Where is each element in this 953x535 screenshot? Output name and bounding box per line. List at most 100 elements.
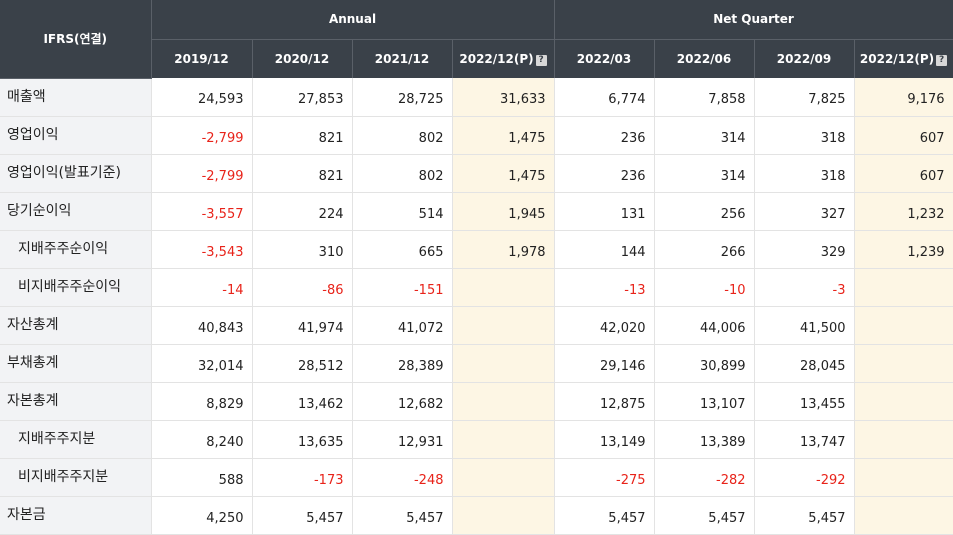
- row-label: 당기순이익: [0, 192, 152, 231]
- value-cell: 1,475: [452, 116, 555, 155]
- value-cell: 12,931: [352, 420, 453, 459]
- value-cell: 144: [554, 230, 655, 269]
- table-row: 자본금 4,250 5,457 5,457 5,457 5,457 5,457: [0, 496, 953, 535]
- value-cell: 802: [352, 154, 453, 193]
- table-row: 매출액 24,593 27,853 28,725 31,633 6,774 7,858 7,8…: [0, 78, 953, 117]
- value-cell: 310: [252, 230, 353, 269]
- value-cell: 665: [352, 230, 453, 269]
- value-cell: -151: [352, 268, 453, 307]
- estimate-info-icon[interactable]: ?: [936, 54, 948, 66]
- period-header: 2022/12(P)?: [452, 39, 555, 78]
- value-cell: 44,006: [654, 306, 755, 345]
- period-header: 2022/12(P)?: [854, 39, 953, 78]
- value-cell: 314: [654, 154, 755, 193]
- value-cell: 32,014: [151, 344, 253, 383]
- value-cell: 7,858: [654, 78, 755, 117]
- value-cell: 29,146: [554, 344, 655, 383]
- value-cell: -86: [252, 268, 353, 307]
- value-cell: 4,250: [151, 496, 253, 535]
- value-cell: -292: [754, 458, 855, 497]
- value-cell: [854, 420, 953, 459]
- value-cell: 588: [151, 458, 253, 497]
- value-cell: 28,512: [252, 344, 353, 383]
- table-header: IFRS(연결) Annual Net Quarter 2019/12 2020…: [0, 0, 953, 79]
- value-cell: 1,978: [452, 230, 555, 269]
- period-header: 2022/09: [754, 39, 855, 78]
- value-cell: 12,875: [554, 382, 655, 421]
- value-cell: 5,457: [754, 496, 855, 535]
- value-cell: -248: [352, 458, 453, 497]
- value-cell: 30,899: [654, 344, 755, 383]
- value-cell: 13,389: [654, 420, 755, 459]
- value-cell: 318: [754, 154, 855, 193]
- value-cell: 224: [252, 192, 353, 231]
- value-cell: 1,239: [854, 230, 953, 269]
- table-row: 당기순이익 -3,557 224 514 1,945 131 256 327 1,232: [0, 192, 953, 231]
- value-cell: 318: [754, 116, 855, 155]
- value-cell: 13,462: [252, 382, 353, 421]
- value-cell: 27,853: [252, 78, 353, 117]
- period-header: 2022/06: [654, 39, 755, 78]
- table-row: 영업이익(발표기준) -2,799 821 802 1,475 236 314 318 607: [0, 154, 953, 193]
- value-cell: [452, 268, 555, 307]
- value-cell: 5,457: [252, 496, 353, 535]
- header-net-quarter: Net Quarter: [554, 0, 953, 40]
- value-cell: 802: [352, 116, 453, 155]
- value-cell: 514: [352, 192, 453, 231]
- value-cell: -13: [554, 268, 655, 307]
- value-cell: 607: [854, 154, 953, 193]
- row-label: 영업이익(발표기준): [0, 154, 152, 193]
- row-label: 부채총계: [0, 344, 152, 383]
- value-cell: 13,455: [754, 382, 855, 421]
- value-cell: [854, 306, 953, 345]
- table-row: 자본총계 8,829 13,462 12,682 12,875 13,107 13,455: [0, 382, 953, 421]
- value-cell: 5,457: [352, 496, 453, 535]
- value-cell: -10: [654, 268, 755, 307]
- period-header: 2021/12: [352, 39, 453, 78]
- value-cell: 28,725: [352, 78, 453, 117]
- row-label: 비지배주주지분: [0, 458, 152, 497]
- value-cell: [452, 382, 555, 421]
- table-row: 비지배주주지분 588 -173 -248 -275 -282 -292: [0, 458, 953, 497]
- value-cell: [854, 344, 953, 383]
- estimate-info-icon[interactable]: ?: [535, 54, 547, 66]
- value-cell: 24,593: [151, 78, 253, 117]
- value-cell: -2,799: [151, 154, 253, 193]
- header-annual: Annual: [151, 0, 555, 40]
- value-cell: 28,045: [754, 344, 855, 383]
- value-cell: 9,176: [854, 78, 953, 117]
- row-label: 지배주주순이익: [0, 230, 152, 269]
- period-header: 2022/03: [554, 39, 655, 78]
- table-body: 매출액 24,593 27,853 28,725 31,633 6,774 7,858 7,8…: [0, 78, 953, 535]
- value-cell: [854, 496, 953, 535]
- value-cell: -14: [151, 268, 253, 307]
- table-row: 부채총계 32,014 28,512 28,389 29,146 30,899 28,045: [0, 344, 953, 383]
- value-cell: -3,557: [151, 192, 253, 231]
- value-cell: 329: [754, 230, 855, 269]
- value-cell: 41,974: [252, 306, 353, 345]
- value-cell: 6,774: [554, 78, 655, 117]
- value-cell: 314: [654, 116, 755, 155]
- value-cell: 7,825: [754, 78, 855, 117]
- value-cell: 13,747: [754, 420, 855, 459]
- period-header: 2019/12: [151, 39, 253, 78]
- value-cell: 8,240: [151, 420, 253, 459]
- value-cell: [854, 382, 953, 421]
- value-cell: -173: [252, 458, 353, 497]
- value-cell: [452, 420, 555, 459]
- row-label: 자본금: [0, 496, 152, 535]
- value-cell: 266: [654, 230, 755, 269]
- value-cell: 607: [854, 116, 953, 155]
- value-cell: 5,457: [554, 496, 655, 535]
- value-cell: 13,635: [252, 420, 353, 459]
- value-cell: -282: [654, 458, 755, 497]
- header-corner: IFRS(연결): [0, 0, 152, 79]
- value-cell: 1,232: [854, 192, 953, 231]
- table-row: 자산총계 40,843 41,974 41,072 42,020 44,006 41,500: [0, 306, 953, 345]
- value-cell: [452, 344, 555, 383]
- value-cell: [854, 268, 953, 307]
- value-cell: -275: [554, 458, 655, 497]
- row-label: 지배주주지분: [0, 420, 152, 459]
- table-row: 지배주주지분 8,240 13,635 12,931 13,149 13,389 13,74…: [0, 420, 953, 459]
